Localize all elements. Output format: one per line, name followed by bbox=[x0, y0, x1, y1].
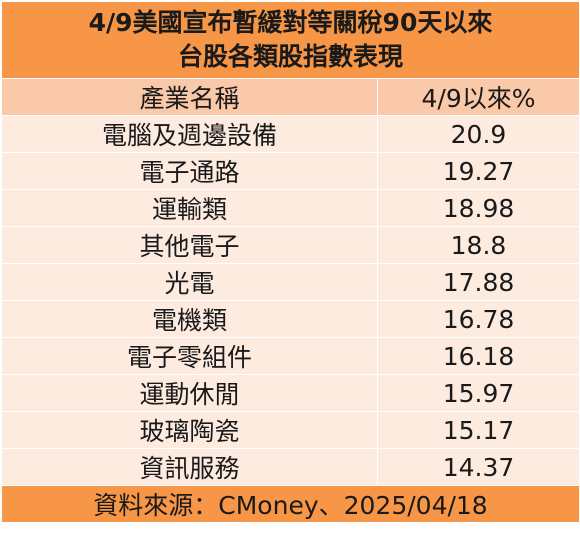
header-change-percent: 4/9以來% bbox=[377, 78, 580, 116]
table-row: 電子通路 19.27 bbox=[1, 152, 580, 190]
change-percent-cell: 20.9 bbox=[377, 115, 580, 153]
industry-name-cell: 電子零組件 bbox=[1, 337, 378, 375]
table-row: 運輸類 18.98 bbox=[1, 189, 580, 227]
industry-name-cell: 電機類 bbox=[1, 300, 378, 338]
industry-name-cell: 其他電子 bbox=[1, 226, 378, 264]
industry-name-cell: 資訊服務 bbox=[1, 448, 378, 486]
change-percent-cell: 18.98 bbox=[377, 189, 580, 227]
table-row: 玻璃陶瓷 15.17 bbox=[1, 411, 580, 449]
table-title-row: 4/9美國宣布暫緩對等關稅90天以來 台股各類股指數表現 bbox=[1, 1, 580, 79]
change-percent-cell: 19.27 bbox=[377, 152, 580, 190]
table-title: 4/9美國宣布暫緩對等關稅90天以來 台股各類股指數表現 bbox=[1, 1, 580, 79]
industry-name-cell: 運輸類 bbox=[1, 189, 378, 227]
industry-name-cell: 運動休閒 bbox=[1, 374, 378, 412]
change-percent-cell: 17.88 bbox=[377, 263, 580, 301]
change-percent-cell: 15.17 bbox=[377, 411, 580, 449]
table-row: 其他電子 18.8 bbox=[1, 226, 580, 264]
industry-name-cell: 光電 bbox=[1, 263, 378, 301]
data-source-note: 資料來源：CMoney、2025/04/18 bbox=[1, 485, 580, 523]
table-row: 資訊服務 14.37 bbox=[1, 448, 580, 486]
change-percent-cell: 15.97 bbox=[377, 374, 580, 412]
change-percent-cell: 14.37 bbox=[377, 448, 580, 486]
industry-name-cell: 電子通路 bbox=[1, 152, 378, 190]
table-footer-row: 資料來源：CMoney、2025/04/18 bbox=[1, 485, 580, 523]
header-industry-name: 產業名稱 bbox=[1, 78, 378, 116]
change-percent-cell: 16.78 bbox=[377, 300, 580, 338]
industry-name-cell: 電腦及週邊設備 bbox=[1, 115, 378, 153]
table-title-line1: 4/9美國宣布暫緩對等關稅90天以來 bbox=[88, 8, 493, 37]
table-header-row: 產業名稱 4/9以來% bbox=[1, 78, 580, 116]
table-row: 電子零組件 16.18 bbox=[1, 337, 580, 375]
change-percent-cell: 18.8 bbox=[377, 226, 580, 264]
change-percent-cell: 16.18 bbox=[377, 337, 580, 375]
index-performance-table: 4/9美國宣布暫緩對等關稅90天以來 台股各類股指數表現 產業名稱 4/9以來%… bbox=[1, 1, 580, 523]
table-row: 光電 17.88 bbox=[1, 263, 580, 301]
table-row: 電腦及週邊設備 20.9 bbox=[1, 115, 580, 153]
index-performance-table-container: 4/9美國宣布暫緩對等關稅90天以來 台股各類股指數表現 產業名稱 4/9以來%… bbox=[1, 1, 580, 523]
table-title-line2: 台股各類股指數表現 bbox=[177, 42, 403, 71]
table-row: 電機類 16.78 bbox=[1, 300, 580, 338]
table-row: 運動休閒 15.97 bbox=[1, 374, 580, 412]
industry-name-cell: 玻璃陶瓷 bbox=[1, 411, 378, 449]
